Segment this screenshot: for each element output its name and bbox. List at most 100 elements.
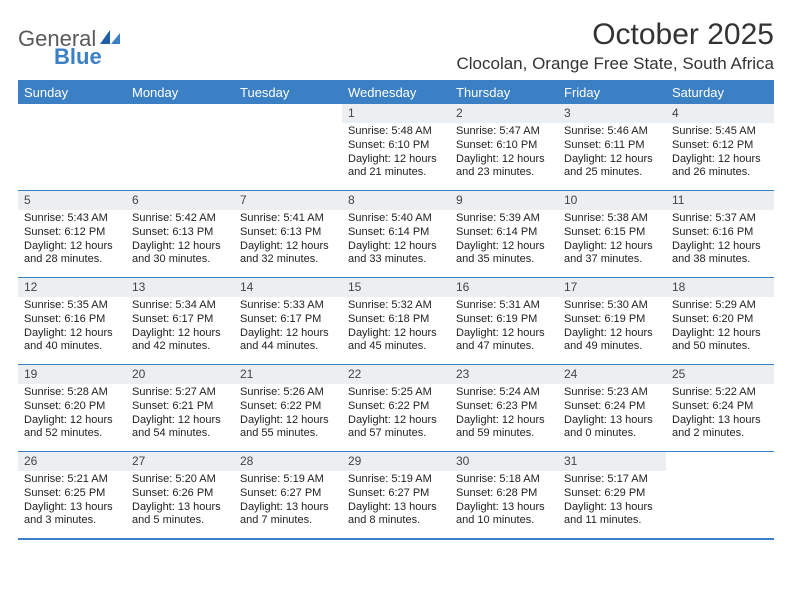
- day-number: 8: [342, 191, 450, 210]
- sunrise-text: Sunrise: 5:37 AM: [672, 212, 770, 226]
- daylight-text: Daylight: 12 hours and 40 minutes.: [24, 327, 122, 355]
- daylight-text: Daylight: 12 hours and 54 minutes.: [132, 414, 230, 442]
- sunrise-text: Sunrise: 5:20 AM: [132, 473, 230, 487]
- calendar: Sunday Monday Tuesday Wednesday Thursday…: [18, 80, 774, 540]
- daylight-text: Daylight: 12 hours and 28 minutes.: [24, 240, 122, 268]
- day-content: Sunrise: 5:23 AMSunset: 6:24 PMDaylight:…: [558, 384, 666, 445]
- day-cell: 23Sunrise: 5:24 AMSunset: 6:23 PMDayligh…: [450, 365, 558, 451]
- day-cell: 24Sunrise: 5:23 AMSunset: 6:24 PMDayligh…: [558, 365, 666, 451]
- daylight-text: Daylight: 12 hours and 25 minutes.: [564, 153, 662, 181]
- day-content: Sunrise: 5:48 AMSunset: 6:10 PMDaylight:…: [342, 123, 450, 184]
- day-cell: 12Sunrise: 5:35 AMSunset: 6:16 PMDayligh…: [18, 278, 126, 364]
- day-number: 2: [450, 104, 558, 123]
- sunrise-text: Sunrise: 5:48 AM: [348, 125, 446, 139]
- day-number: 24: [558, 365, 666, 384]
- day-cell: .: [234, 104, 342, 190]
- day-number: 29: [342, 452, 450, 471]
- sunset-text: Sunset: 6:21 PM: [132, 400, 230, 414]
- daylight-text: Daylight: 12 hours and 33 minutes.: [348, 240, 446, 268]
- day-cell: 5Sunrise: 5:43 AMSunset: 6:12 PMDaylight…: [18, 191, 126, 277]
- day-number: 18: [666, 278, 774, 297]
- day-content: Sunrise: 5:20 AMSunset: 6:26 PMDaylight:…: [126, 471, 234, 532]
- sunrise-text: Sunrise: 5:32 AM: [348, 299, 446, 313]
- sunset-text: Sunset: 6:15 PM: [564, 226, 662, 240]
- daylight-text: Daylight: 12 hours and 23 minutes.: [456, 153, 554, 181]
- day-number: 4: [666, 104, 774, 123]
- day-content: Sunrise: 5:25 AMSunset: 6:22 PMDaylight:…: [342, 384, 450, 445]
- day-content: Sunrise: 5:32 AMSunset: 6:18 PMDaylight:…: [342, 297, 450, 358]
- sunrise-text: Sunrise: 5:31 AM: [456, 299, 554, 313]
- sunrise-text: Sunrise: 5:30 AM: [564, 299, 662, 313]
- day-content: Sunrise: 5:35 AMSunset: 6:16 PMDaylight:…: [18, 297, 126, 358]
- day-number: 22: [342, 365, 450, 384]
- daylight-text: Daylight: 13 hours and 0 minutes.: [564, 414, 662, 442]
- daylight-text: Daylight: 12 hours and 59 minutes.: [456, 414, 554, 442]
- day-header-sat: Saturday: [666, 82, 774, 104]
- daylight-text: Daylight: 12 hours and 52 minutes.: [24, 414, 122, 442]
- week-row: 12Sunrise: 5:35 AMSunset: 6:16 PMDayligh…: [18, 278, 774, 365]
- day-header-tue: Tuesday: [234, 82, 342, 104]
- week-row: 19Sunrise: 5:28 AMSunset: 6:20 PMDayligh…: [18, 365, 774, 452]
- day-content: Sunrise: 5:41 AMSunset: 6:13 PMDaylight:…: [234, 210, 342, 271]
- daylight-text: Daylight: 13 hours and 2 minutes.: [672, 414, 770, 442]
- sunrise-text: Sunrise: 5:42 AM: [132, 212, 230, 226]
- sunset-text: Sunset: 6:29 PM: [564, 487, 662, 501]
- day-number: 15: [342, 278, 450, 297]
- daylight-text: Daylight: 12 hours and 50 minutes.: [672, 327, 770, 355]
- day-content: Sunrise: 5:39 AMSunset: 6:14 PMDaylight:…: [450, 210, 558, 271]
- title-block: October 2025 Clocolan, Orange Free State…: [456, 18, 774, 74]
- day-cell: 13Sunrise: 5:34 AMSunset: 6:17 PMDayligh…: [126, 278, 234, 364]
- day-number: 17: [558, 278, 666, 297]
- sunset-text: Sunset: 6:24 PM: [564, 400, 662, 414]
- day-cell: 31 Sunrise: 5:17 AMSunset: 6:29 PMDayligh…: [558, 452, 666, 538]
- daylight-text: Daylight: 12 hours and 38 minutes.: [672, 240, 770, 268]
- day-number: 11: [666, 191, 774, 210]
- sunset-text: Sunset: 6:22 PM: [240, 400, 338, 414]
- day-content: Sunrise: 5:46 AMSunset: 6:11 PMDaylight:…: [558, 123, 666, 184]
- day-number: 26: [18, 452, 126, 471]
- daylight-text: Daylight: 12 hours and 42 minutes.: [132, 327, 230, 355]
- sunrise-text: Sunrise: 5:39 AM: [456, 212, 554, 226]
- week-row: 5Sunrise: 5:43 AMSunset: 6:12 PMDaylight…: [18, 191, 774, 278]
- daylight-text: Daylight: 12 hours and 45 minutes.: [348, 327, 446, 355]
- day-cell: 22Sunrise: 5:25 AMSunset: 6:22 PMDayligh…: [342, 365, 450, 451]
- sunrise-text: Sunrise: 5:17 AM: [564, 473, 662, 487]
- day-cell: 4Sunrise: 5:45 AMSunset: 6:12 PMDaylight…: [666, 104, 774, 190]
- logo-sail-icon: [100, 28, 122, 51]
- sunset-text: Sunset: 6:10 PM: [348, 139, 446, 153]
- sunrise-text: Sunrise: 5:35 AM: [24, 299, 122, 313]
- day-number: 6: [126, 191, 234, 210]
- sunrise-text: Sunrise: 5:23 AM: [564, 386, 662, 400]
- daylight-text: Daylight: 12 hours and 35 minutes.: [456, 240, 554, 268]
- daylight-text: Daylight: 12 hours and 21 minutes.: [348, 153, 446, 181]
- daylight-text: Daylight: 12 hours and 26 minutes.: [672, 153, 770, 181]
- daylight-text: Daylight: 12 hours and 47 minutes.: [456, 327, 554, 355]
- day-header-row: Sunday Monday Tuesday Wednesday Thursday…: [18, 82, 774, 104]
- day-cell: 25Sunrise: 5:22 AMSunset: 6:24 PMDayligh…: [666, 365, 774, 451]
- day-header-wed: Wednesday: [342, 82, 450, 104]
- day-number: 31: [558, 452, 666, 471]
- day-cell: 3Sunrise: 5:46 AMSunset: 6:11 PMDaylight…: [558, 104, 666, 190]
- sunset-text: Sunset: 6:23 PM: [456, 400, 554, 414]
- day-header-mon: Monday: [126, 82, 234, 104]
- day-cell: 30Sunrise: 5:18 AMSunset: 6:28 PMDayligh…: [450, 452, 558, 538]
- sunset-text: Sunset: 6:18 PM: [348, 313, 446, 327]
- day-cell: 10Sunrise: 5:38 AMSunset: 6:15 PMDayligh…: [558, 191, 666, 277]
- sunrise-text: Sunrise: 5:46 AM: [564, 125, 662, 139]
- day-cell: .: [18, 104, 126, 190]
- sunrise-text: Sunrise: 5:27 AM: [132, 386, 230, 400]
- sunrise-text: Sunrise: 5:45 AM: [672, 125, 770, 139]
- day-number: 14: [234, 278, 342, 297]
- header: General October 2025 Clocolan, Orange Fr…: [18, 18, 774, 74]
- day-number: 7: [234, 191, 342, 210]
- sunrise-text: Sunrise: 5:47 AM: [456, 125, 554, 139]
- daylight-text: Daylight: 13 hours and 11 minutes.: [564, 501, 662, 529]
- daylight-text: Daylight: 12 hours and 49 minutes.: [564, 327, 662, 355]
- daylight-text: Daylight: 13 hours and 8 minutes.: [348, 501, 446, 529]
- day-cell: 16Sunrise: 5:31 AMSunset: 6:19 PMDayligh…: [450, 278, 558, 364]
- day-content: Sunrise: 5:43 AMSunset: 6:12 PMDaylight:…: [18, 210, 126, 271]
- day-content: Sunrise: 5:45 AMSunset: 6:12 PMDaylight:…: [666, 123, 774, 184]
- day-content: Sunrise: 5:19 AMSunset: 6:27 PMDaylight:…: [342, 471, 450, 532]
- sunset-text: Sunset: 6:10 PM: [456, 139, 554, 153]
- day-number: 21: [234, 365, 342, 384]
